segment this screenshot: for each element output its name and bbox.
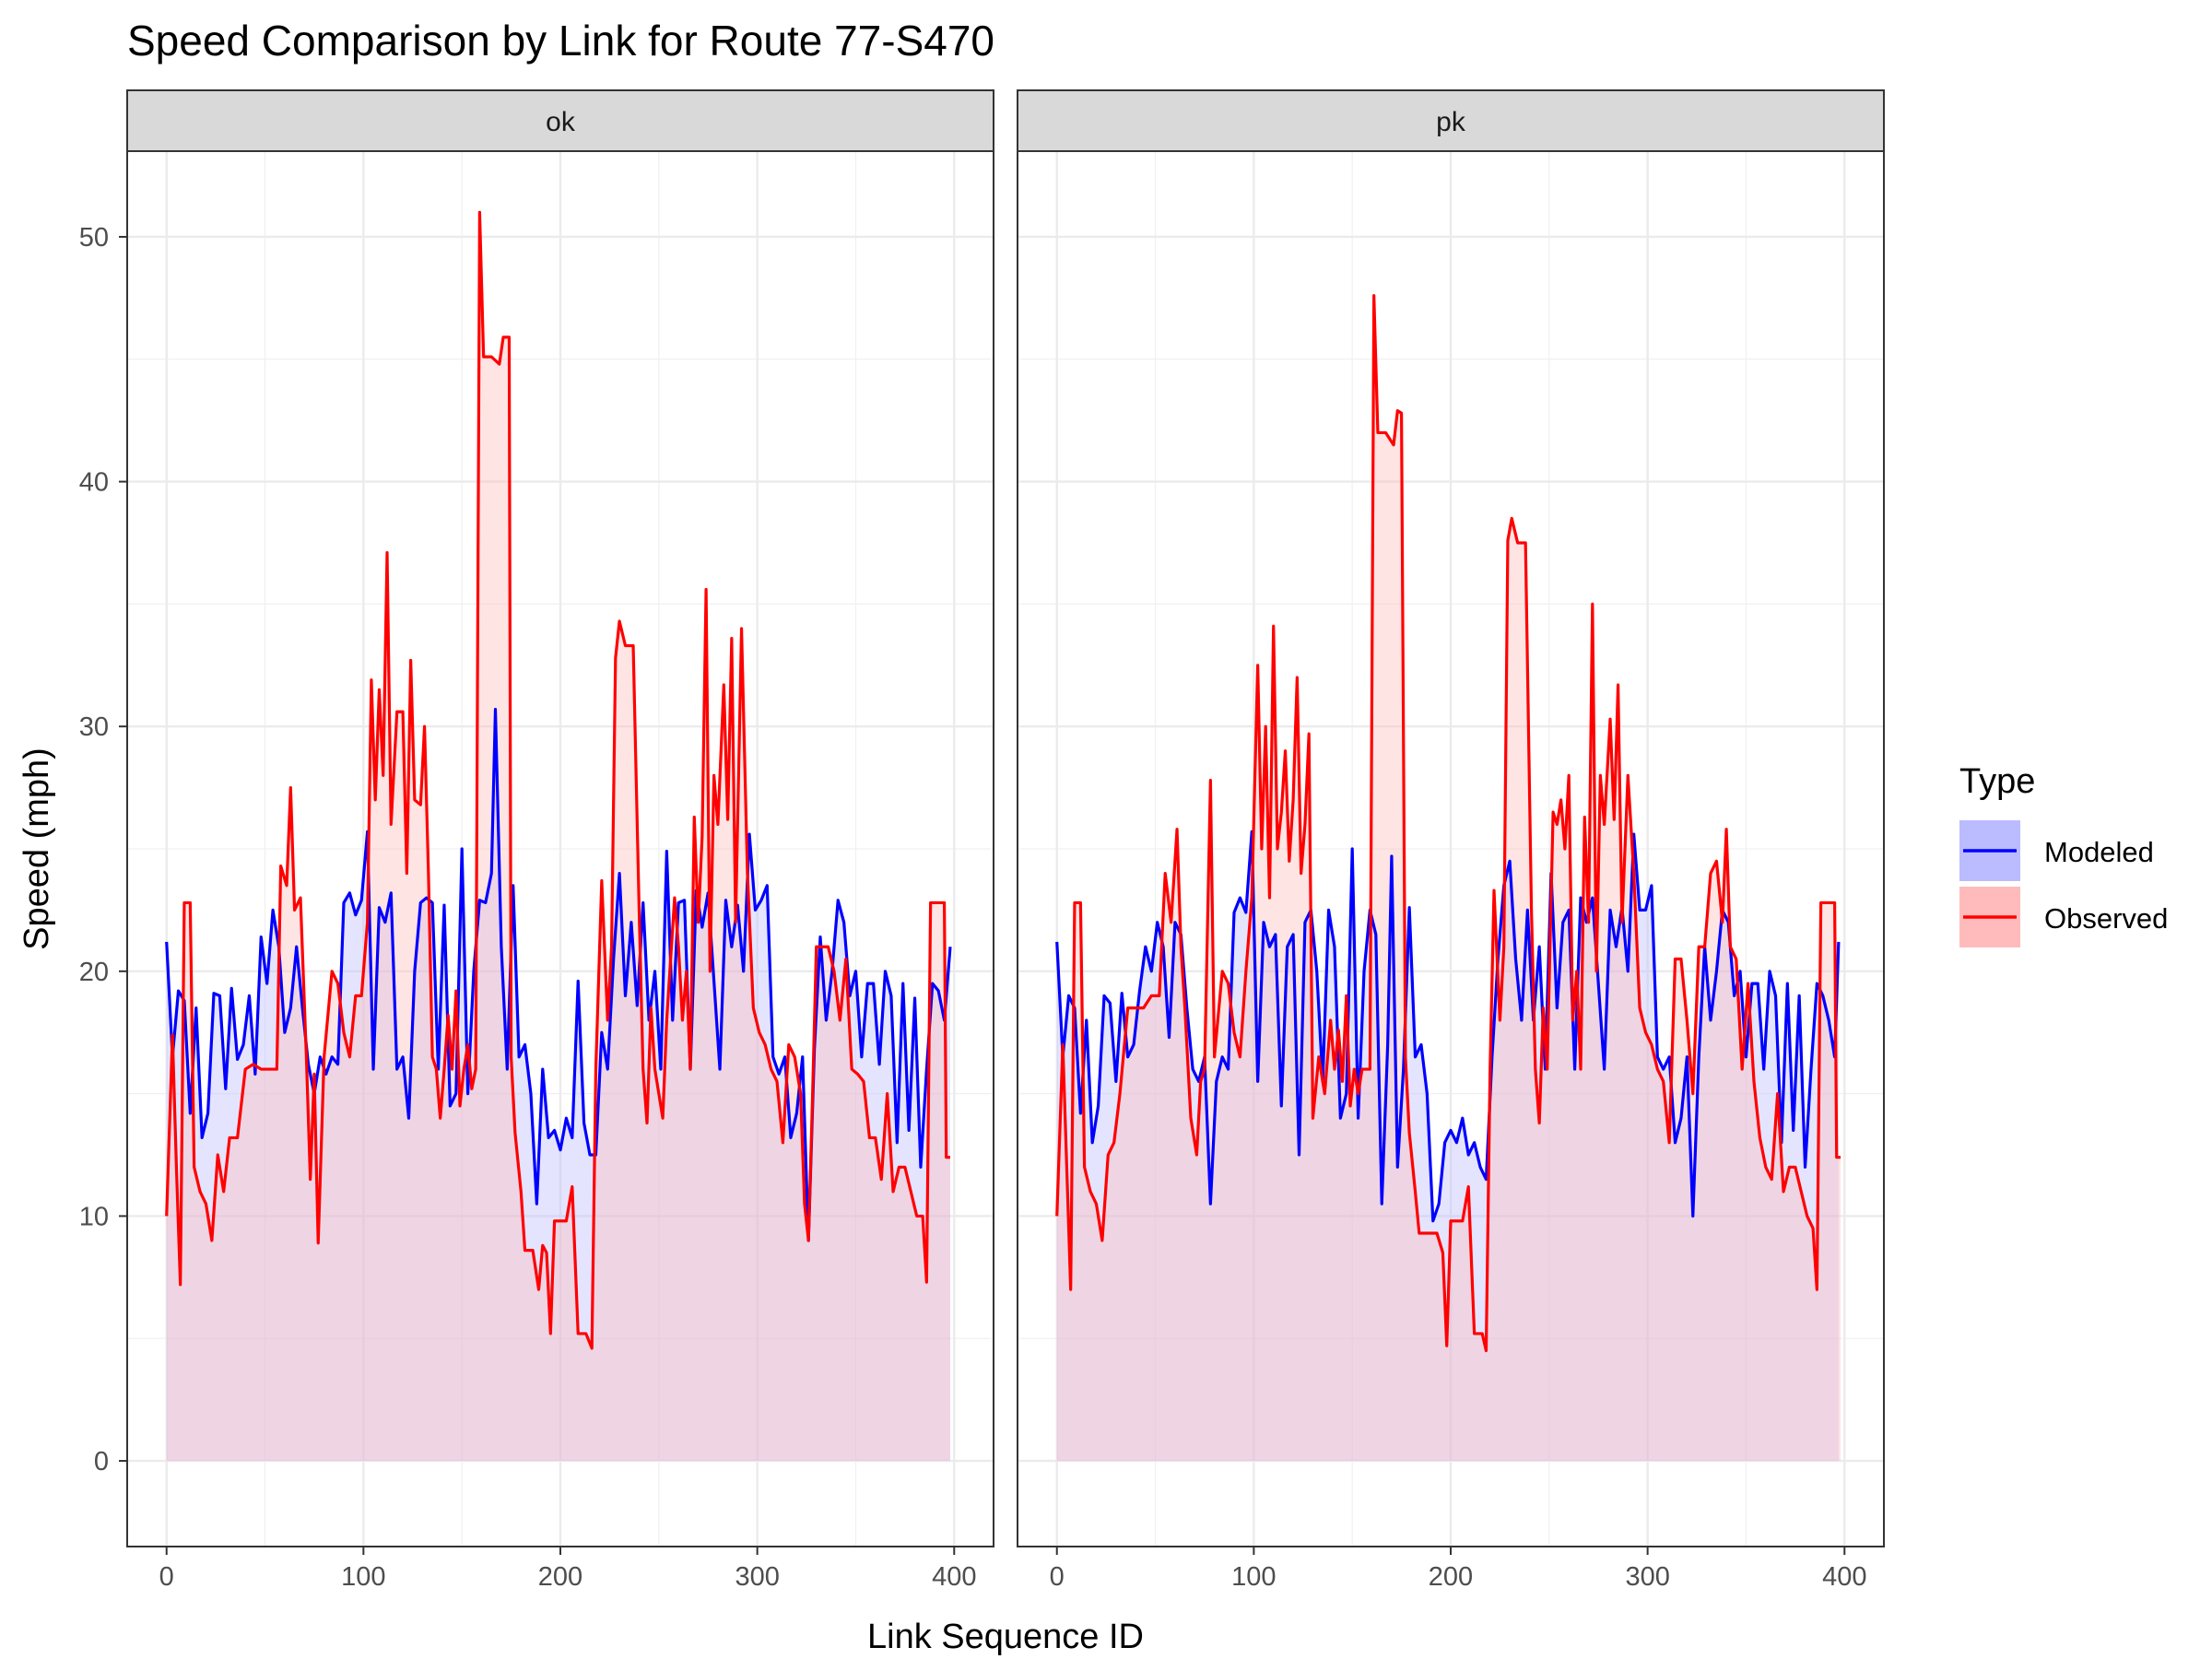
line-observed-pk [1055, 294, 1841, 1353]
facet-panel-ok: ok [126, 89, 994, 1547]
x-tick-label: 400 [932, 1562, 976, 1592]
area-modeled-pk [1056, 831, 1839, 1462]
legend-label-modeled: Modeled [2044, 836, 2154, 868]
grid-ok [127, 151, 994, 1547]
x-tick-label: 0 [159, 1562, 174, 1592]
y-axis: 0 10 20 30 40 50 [79, 223, 127, 1477]
area-observed-ok [166, 212, 950, 1462]
facet-strip-label-pk: pk [1436, 107, 1466, 137]
legend-item-modeled: Modeled [1959, 820, 2154, 881]
x-tick-label: 400 [1822, 1562, 1866, 1592]
x-axis-ok: 0 100 200 300 400 [159, 1547, 976, 1592]
series-layer-pk [1055, 294, 1841, 1462]
x-axis-title: Link Sequence ID [867, 1618, 1144, 1656]
x-tick-label: 300 [735, 1562, 779, 1592]
legend-label-observed: Observed [2044, 902, 2168, 935]
x-tick-label: 100 [1231, 1562, 1276, 1592]
y-tick-label: 0 [94, 1447, 109, 1477]
line-modeled-pk [1055, 830, 1841, 1223]
chart-title: Speed Comparison by Link for Route 77-S4… [127, 17, 994, 65]
x-tick-label: 300 [1625, 1562, 1669, 1592]
x-tick-label: 200 [538, 1562, 582, 1592]
y-tick-label: 30 [79, 712, 109, 742]
x-axis-pk: 0 100 200 300 400 [1050, 1547, 1866, 1592]
y-tick-label: 40 [79, 468, 109, 498]
facet-panel-pk: pk [1017, 89, 1885, 1547]
x-tick-label: 100 [341, 1562, 385, 1592]
line-modeled-ok [165, 708, 952, 1242]
line-observed-ok [165, 210, 950, 1350]
y-tick-label: 50 [79, 223, 109, 253]
facet-strip-label-ok: ok [546, 107, 576, 137]
x-tick-label: 0 [1050, 1562, 1065, 1592]
facet-strip-ok [126, 89, 994, 152]
legend: Type Modeled Observed [1959, 762, 2168, 947]
series-layer-ok [165, 210, 952, 1462]
x-tick-label: 200 [1429, 1562, 1473, 1592]
legend-item-observed: Observed [1959, 887, 2168, 947]
area-observed-pk [1056, 295, 1841, 1462]
y-axis-title: Speed (mph) [18, 747, 56, 950]
legend-title: Type [1959, 762, 2035, 801]
y-tick-label: 10 [79, 1202, 109, 1231]
y-tick-label: 20 [79, 958, 109, 987]
